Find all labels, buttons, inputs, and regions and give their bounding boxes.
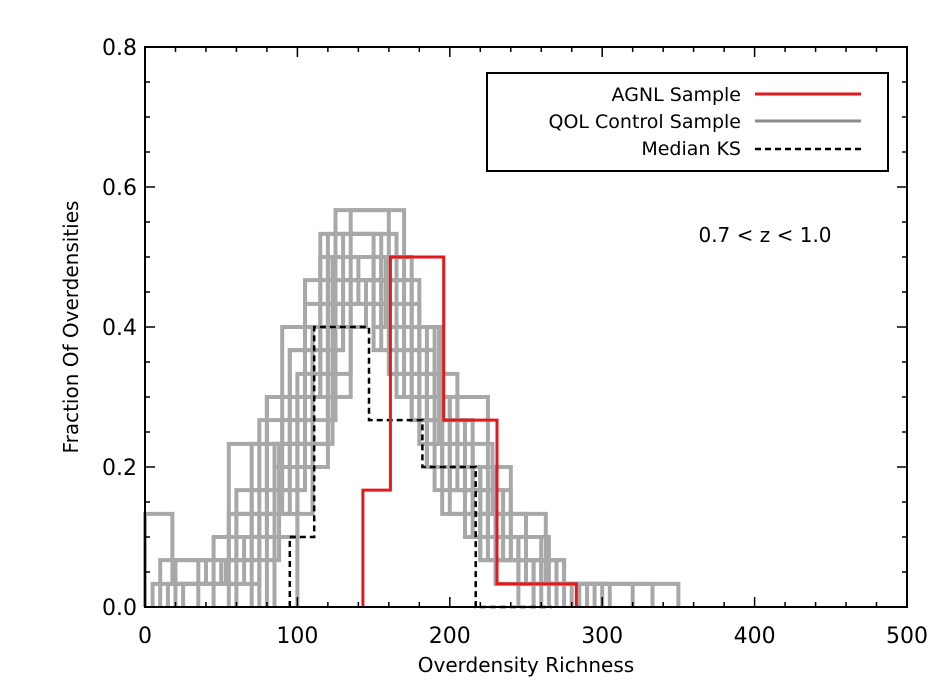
y-tick-label: 0.0 (102, 596, 137, 621)
agnl-sample-histogram (361, 255, 578, 607)
legend: AGNL Sample QOL Control Sample Median KS (486, 72, 889, 172)
redshift-annotation: 0.7 < z < 1.0 (698, 223, 831, 247)
x-tick-label: 100 (276, 624, 318, 649)
y-tick-label: 0.4 (102, 316, 137, 341)
x-tick-label: 300 (581, 624, 623, 649)
qol-control-histogram-15 (295, 278, 567, 607)
axis-ticks: 0 100 200 300 400 500 0.0 0.2 0.4 0.6 0.8 (102, 36, 928, 649)
plot-series (143, 208, 681, 609)
y-tick-label: 0.2 (102, 456, 137, 481)
y-tick-label: 0.8 (102, 36, 137, 61)
x-tick-label: 0 (138, 624, 152, 649)
legend-label-qol: QOL Control Sample (549, 111, 742, 133)
x-tick-label: 500 (886, 624, 928, 649)
qol-control-histogram-13 (264, 231, 536, 607)
y-tick-label: 0.6 (102, 176, 137, 201)
legend-label-agnl: AGNL Sample (612, 84, 741, 106)
x-tick-label: 400 (734, 624, 776, 649)
legend-label-median-ks: Median KS (641, 138, 741, 160)
y-axis-label: Fraction Of Overdensities (59, 201, 83, 454)
x-axis-label: Overdensity Richness (418, 653, 634, 677)
x-tick-label: 200 (429, 624, 471, 649)
